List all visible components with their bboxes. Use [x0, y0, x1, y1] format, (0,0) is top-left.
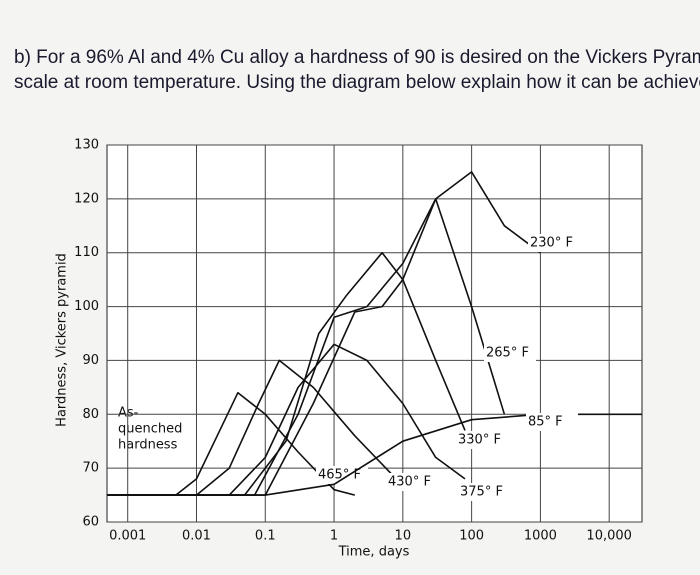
y-tick-label: 110	[74, 245, 99, 260]
x-tick-label: 0.1	[255, 529, 276, 544]
x-tick-label: 10,000	[586, 529, 632, 544]
series-label: 375° F	[460, 485, 503, 500]
x-axis-label: Time, days	[338, 545, 410, 560]
series-label-bg	[484, 344, 536, 362]
annotation: quenched	[118, 422, 182, 437]
y-tick-label: 60	[82, 515, 99, 530]
y-tick-label: 100	[74, 299, 99, 314]
y-tick-label: 70	[82, 461, 99, 476]
x-tick-label: 10	[395, 529, 412, 544]
x-tick-label: 100	[459, 529, 484, 544]
series-line	[107, 198, 506, 496]
series-label-bg	[456, 431, 508, 449]
question-line: b) For a 96% Al and 4% Cu alloy a hardne…	[14, 47, 700, 68]
series-label: 230° F	[530, 236, 573, 251]
plot-area	[106, 144, 643, 523]
series-label: 265° F	[486, 346, 529, 361]
question-line: scale at room temperature. Using the dia…	[14, 72, 700, 93]
x-tick-label: 0.01	[182, 529, 211, 544]
series-line	[107, 171, 541, 496]
series-label: 330° F	[458, 433, 501, 448]
y-tick-label: 130	[74, 138, 99, 153]
series-line	[107, 359, 416, 496]
series-label-bg	[526, 413, 578, 431]
series-label-bg	[458, 483, 510, 501]
series-label: 85° F	[528, 415, 563, 430]
y-tick-label: 80	[82, 407, 99, 422]
series-line	[107, 343, 466, 496]
series-label: 430° F	[388, 475, 431, 490]
x-tick-label: 1	[330, 529, 338, 544]
annotation: As-	[118, 406, 139, 421]
series-label: 465° F	[318, 468, 361, 483]
series-label-bg	[528, 234, 580, 252]
y-tick-label: 120	[74, 191, 99, 206]
y-tick-label: 90	[82, 353, 99, 368]
y-axis-label: Hardness, Vickers pyramid	[55, 253, 70, 427]
series-line	[107, 251, 466, 496]
series-label-bg	[386, 473, 438, 491]
annotation: hardness	[118, 438, 178, 453]
x-tick-label: 0.001	[109, 529, 146, 544]
x-tick-label: 1000	[524, 529, 557, 544]
